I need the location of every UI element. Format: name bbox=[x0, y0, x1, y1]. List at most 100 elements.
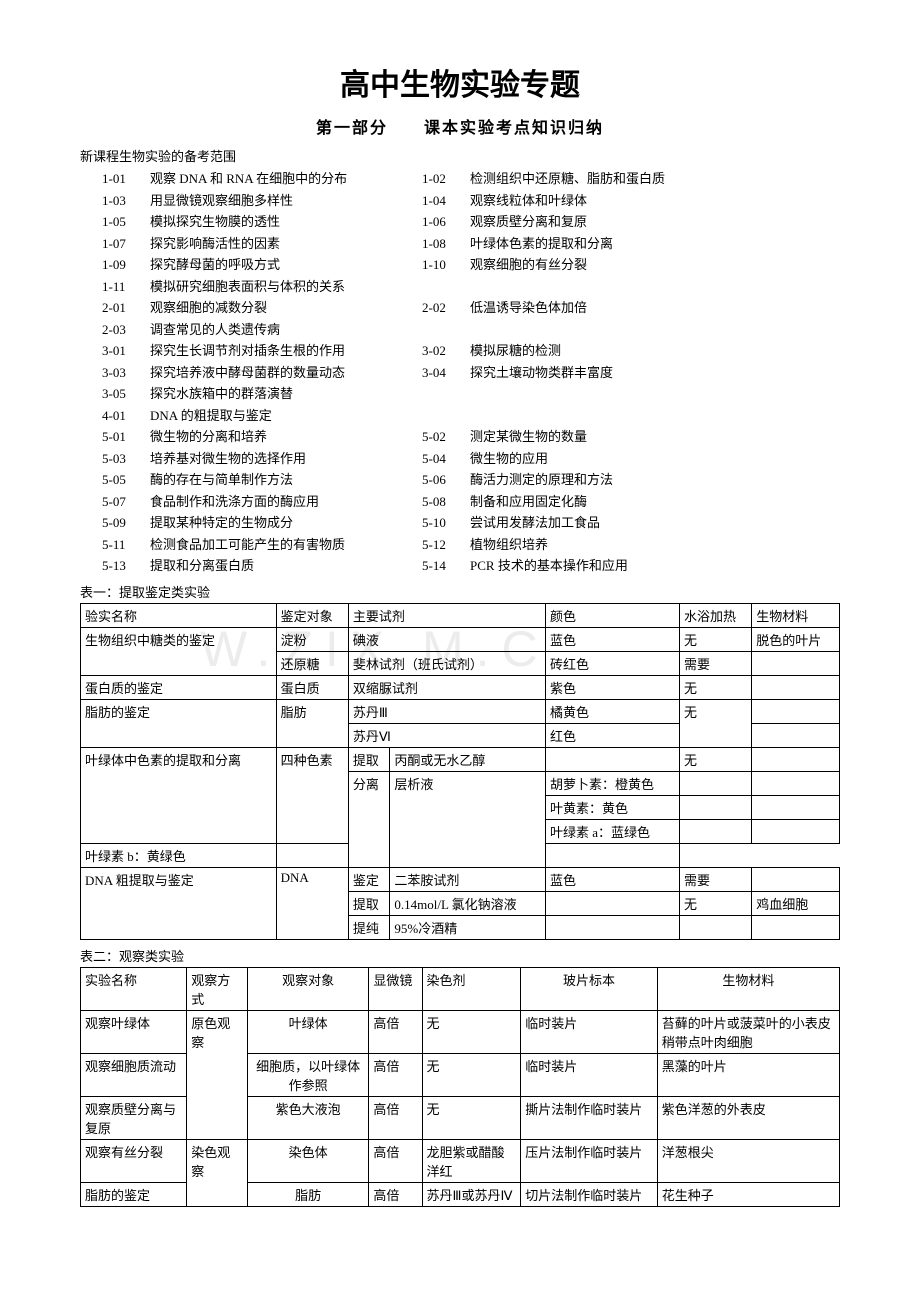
table-row: 脂肪的鉴定脂肪苏丹Ⅲ橘黄色无 bbox=[81, 699, 840, 723]
list-item-left: 3-01探究生长调节剂对插条生根的作用 bbox=[80, 341, 422, 361]
list-item-right: 3-04探究土壤动物类群丰富度 bbox=[422, 363, 840, 383]
list-row: 2-03调查常见的人类遗传病 bbox=[80, 320, 840, 340]
table-cell: 无 bbox=[679, 747, 751, 771]
table-cell: 蓝色 bbox=[546, 627, 680, 651]
table-cell: 压片法制作临时装片 bbox=[521, 1139, 658, 1182]
item-code: 5-13 bbox=[102, 556, 150, 576]
document-page: W.ZIX M.C 高中生物实验专题 第一部分 课本实验考点知识归纳 新课程生物… bbox=[0, 0, 920, 1247]
item-desc: 观察 DNA 和 RNA 在细胞中的分布 bbox=[150, 169, 347, 189]
list-item-left: 5-13提取和分离蛋白质 bbox=[80, 556, 422, 576]
table-cell: 高倍 bbox=[369, 1139, 422, 1182]
item-code: 1-04 bbox=[422, 191, 470, 211]
table-header-cell: 鉴定对象 bbox=[276, 603, 348, 627]
list-item-right: 1-04观察线粒体和叶绿体 bbox=[422, 191, 840, 211]
table-header-cell: 生物材料 bbox=[657, 967, 839, 1010]
table-header-cell: 生物材料 bbox=[752, 603, 840, 627]
item-desc: 模拟探究生物膜的透性 bbox=[150, 212, 280, 232]
item-code: 1-08 bbox=[422, 234, 470, 254]
table-header-cell: 观察方式 bbox=[187, 967, 248, 1010]
table-cell: 紫色 bbox=[546, 675, 680, 699]
item-desc: PCR 技术的基本操作和应用 bbox=[470, 556, 628, 576]
item-code: 5-11 bbox=[102, 535, 150, 555]
list-row: 5-09提取某种特定的生物成分5-10尝试用发酵法加工食品 bbox=[80, 513, 840, 533]
list-item-right: 1-06观察质壁分离和复原 bbox=[422, 212, 840, 232]
table-cell bbox=[752, 915, 840, 939]
list-row: 5-05酶的存在与简单制作方法5-06酶活力测定的原理和方法 bbox=[80, 470, 840, 490]
item-code: 5-08 bbox=[422, 492, 470, 512]
list-row: 3-05探究水族箱中的群落演替 bbox=[80, 384, 840, 404]
list-item-left: 3-05探究水族箱中的群落演替 bbox=[80, 384, 422, 404]
table-cell: 提取 bbox=[348, 891, 390, 915]
table-extraction-experiments: 验实名称鉴定对象主要试剂颜色水浴加热生物材料生物组织中糖类的鉴定淀粉碘液蓝色无脱… bbox=[80, 603, 840, 940]
table-row: 生物组织中糖类的鉴定淀粉碘液蓝色无脱色的叶片 bbox=[81, 627, 840, 651]
item-desc: 探究水族箱中的群落演替 bbox=[150, 384, 293, 404]
table-header-cell: 水浴加热 bbox=[679, 603, 751, 627]
table-cell: 龙胆紫或醋酸洋红 bbox=[422, 1139, 521, 1182]
table-cell: 橘黄色 bbox=[546, 699, 680, 723]
table-observation-experiments: 实验名称观察方式观察对象显微镜染色剂玻片标本生物材料观察叶绿体原色观察叶绿体高倍… bbox=[80, 967, 840, 1207]
table-cell: 黑藻的叶片 bbox=[657, 1053, 839, 1096]
table-cell: 紫色大液泡 bbox=[247, 1096, 368, 1139]
table-cell: 原色观察 bbox=[187, 1010, 248, 1139]
item-desc: 探究酵母菌的呼吸方式 bbox=[150, 255, 280, 275]
list-item-left: 5-03培养基对微生物的选择作用 bbox=[80, 449, 422, 469]
item-desc: 培养基对微生物的选择作用 bbox=[150, 449, 306, 469]
table-cell: 分离 bbox=[348, 771, 390, 867]
item-desc: 酶活力测定的原理和方法 bbox=[470, 470, 613, 490]
list-row: 5-11检测食品加工可能产生的有害物质5-12植物组织培养 bbox=[80, 535, 840, 555]
table-cell: 蛋白质 bbox=[276, 675, 348, 699]
table-cell: 碘液 bbox=[348, 627, 545, 651]
table-row-header: 实验名称观察方式观察对象显微镜染色剂玻片标本生物材料 bbox=[81, 967, 840, 1010]
item-code: 1-11 bbox=[102, 277, 150, 297]
item-code: 1-06 bbox=[422, 212, 470, 232]
table-cell: 苏丹Ⅲ或苏丹Ⅳ bbox=[422, 1182, 521, 1206]
table-cell: 苏丹Ⅵ bbox=[348, 723, 545, 747]
item-desc: 植物组织培养 bbox=[470, 535, 548, 555]
item-desc: 调查常见的人类遗传病 bbox=[150, 320, 280, 340]
table-cell bbox=[752, 819, 840, 843]
table-cell: 无 bbox=[679, 891, 751, 915]
table-cell: DNA 粗提取与鉴定 bbox=[81, 867, 277, 939]
list-item-right: 1-08叶绿体色素的提取和分离 bbox=[422, 234, 840, 254]
item-desc: 微生物的应用 bbox=[470, 449, 548, 469]
item-code: 3-05 bbox=[102, 384, 150, 404]
item-code: 5-04 bbox=[422, 449, 470, 469]
table-header-cell: 染色剂 bbox=[422, 967, 521, 1010]
item-code: 1-01 bbox=[102, 169, 150, 189]
item-code: 5-01 bbox=[102, 427, 150, 447]
table-cell bbox=[546, 915, 680, 939]
item-code: 4-01 bbox=[102, 406, 150, 426]
table-cell: 叶绿素 a：蓝绿色 bbox=[546, 819, 680, 843]
table-cell: 蓝色 bbox=[546, 867, 680, 891]
list-row: 1-07探究影响酶活性的因素1-08叶绿体色素的提取和分离 bbox=[80, 234, 840, 254]
table-cell: 洋葱根尖 bbox=[657, 1139, 839, 1182]
item-desc: 食品制作和洗涤方面的酶应用 bbox=[150, 492, 319, 512]
item-desc: 探究培养液中酵母菌群的数量动态 bbox=[150, 363, 345, 383]
item-desc: 叶绿体色素的提取和分离 bbox=[470, 234, 613, 254]
item-code: 5-03 bbox=[102, 449, 150, 469]
table-cell: 高倍 bbox=[369, 1096, 422, 1139]
table-cell: 叶绿素 b：黄绿色 bbox=[81, 843, 277, 867]
list-item-right: 2-02低温诱导染色体加倍 bbox=[422, 298, 840, 318]
item-code: 3-04 bbox=[422, 363, 470, 383]
table-cell bbox=[546, 843, 680, 867]
table-cell: 还原糖 bbox=[276, 651, 348, 675]
item-desc: 探究生长调节剂对插条生根的作用 bbox=[150, 341, 345, 361]
item-desc: 低温诱导染色体加倍 bbox=[470, 298, 587, 318]
item-code: 2-03 bbox=[102, 320, 150, 340]
table-cell bbox=[752, 747, 840, 771]
table-cell bbox=[752, 771, 840, 795]
list-item-left: 5-11检测食品加工可能产生的有害物质 bbox=[80, 535, 422, 555]
item-code: 5-02 bbox=[422, 427, 470, 447]
list-row: 1-01观察 DNA 和 RNA 在细胞中的分布1-02检测组织中还原糖、脂肪和… bbox=[80, 169, 840, 189]
item-code: 3-02 bbox=[422, 341, 470, 361]
table-cell: 高倍 bbox=[369, 1182, 422, 1206]
table-header-cell: 颜色 bbox=[546, 603, 680, 627]
list-item-right: 5-08制备和应用固定化酶 bbox=[422, 492, 840, 512]
table-cell bbox=[752, 699, 840, 723]
item-desc: 提取和分离蛋白质 bbox=[150, 556, 254, 576]
table-cell: 撕片法制作临时装片 bbox=[521, 1096, 658, 1139]
table-cell: 无 bbox=[679, 699, 751, 747]
table-header-cell: 验实名称 bbox=[81, 603, 277, 627]
item-code: 5-07 bbox=[102, 492, 150, 512]
